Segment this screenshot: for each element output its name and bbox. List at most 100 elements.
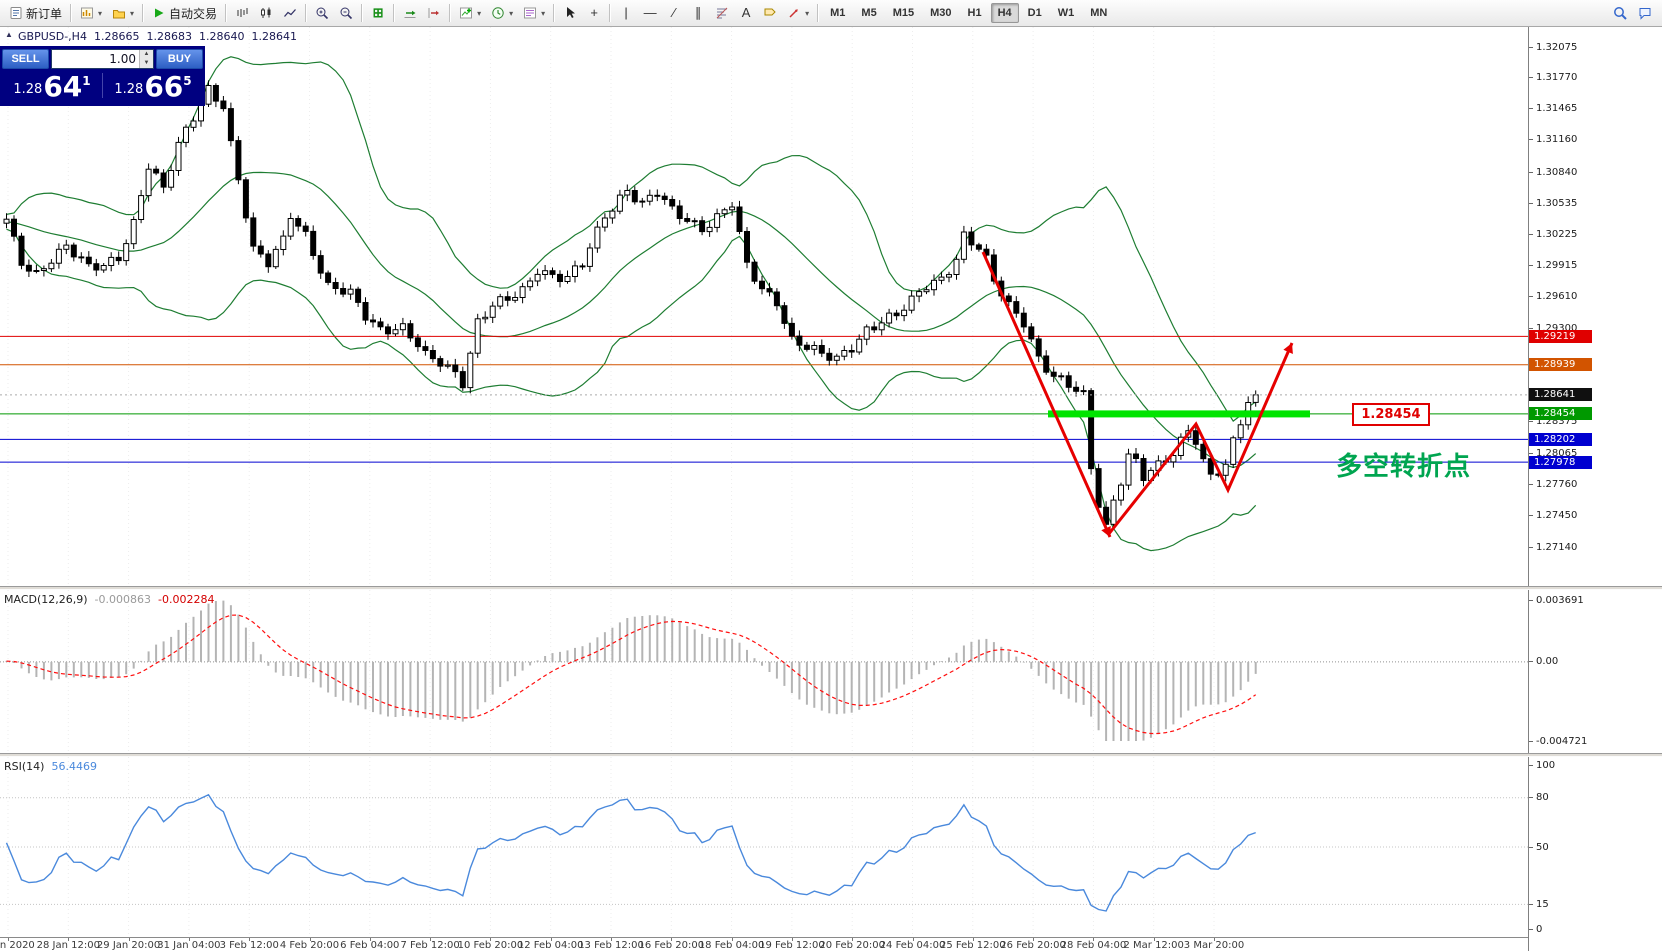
ohlc-close: 1.28641 xyxy=(251,30,297,43)
search-button[interactable] xyxy=(1608,2,1633,24)
auto-scroll-button[interactable] xyxy=(398,2,422,24)
volume-value[interactable]: 1.00 xyxy=(109,52,136,66)
chevron-down-icon: ▾ xyxy=(541,8,546,18)
rsi-axis-label: 80 xyxy=(1529,792,1549,804)
time-label: 12 Feb 04:00 xyxy=(517,940,584,951)
support-highlight-bar[interactable] xyxy=(1048,410,1310,418)
time-tick xyxy=(369,938,371,941)
one-click-trading-panel: SELL 1.00 ▲ ▼ BUY 1.28 64 1 xyxy=(0,46,205,106)
trendline-tool-button[interactable]: ∕ xyxy=(662,2,686,24)
bid-price[interactable]: 1.28 64 1 xyxy=(2,69,102,102)
buy-button[interactable]: BUY xyxy=(156,49,203,69)
periods-button[interactable]: ▾ xyxy=(486,2,518,24)
crosshair-tool-button[interactable]: + xyxy=(582,2,606,24)
time-tick xyxy=(1214,938,1215,941)
horizontal-line-icon: — xyxy=(643,5,657,20)
time-label: 10 Feb 20:00 xyxy=(457,940,524,951)
price-axis[interactable]: 1.32075 1.31770 1.31465 1.31160 1.30840 1.305… xyxy=(1528,27,1662,951)
timeframe-m15[interactable]: M15 xyxy=(886,3,921,23)
timeframe-mn[interactable]: MN xyxy=(1083,3,1114,23)
time-label: 3 Feb 12:00 xyxy=(219,940,279,951)
rsi-axis-label: 50 xyxy=(1529,841,1549,853)
timeframe-h1[interactable]: H1 xyxy=(961,3,989,23)
ask-price[interactable]: 1.28 66 5 xyxy=(103,69,203,102)
bollinger-band xyxy=(6,56,1257,422)
time-tick xyxy=(912,938,914,941)
ohlc-low: 1.28640 xyxy=(198,30,245,43)
price-tick-label: 1.28065 xyxy=(1528,447,1578,459)
time-tick xyxy=(249,938,251,941)
sell-button[interactable]: SELL xyxy=(2,49,49,69)
price-chart-canvas[interactable] xyxy=(0,27,1528,586)
timeframe-m1[interactable]: M1 xyxy=(823,3,852,23)
time-label: 4 Feb 20:00 xyxy=(279,940,340,951)
new-chart-button[interactable]: ▾ xyxy=(75,2,107,24)
trend-arrow[interactable] xyxy=(1106,342,1294,536)
pane-splitter[interactable] xyxy=(0,753,1662,757)
annotation-note: 多空转折点 xyxy=(1336,452,1472,482)
tile-windows-icon: ⊞ xyxy=(372,5,384,20)
price-tick-label: 1.31465 xyxy=(1528,103,1578,115)
autotrading-button[interactable]: 自动交易 xyxy=(147,2,222,24)
volume-increase-button[interactable]: ▲ xyxy=(140,50,153,59)
zoom-out-button[interactable] xyxy=(334,2,358,24)
candlestick-chart-button[interactable] xyxy=(254,2,278,24)
macd-zero-label: 0.00 xyxy=(1528,656,1559,668)
line-chart-icon xyxy=(284,9,297,17)
rsi-canvas[interactable] xyxy=(0,757,1528,937)
bar-chart-button[interactable] xyxy=(230,2,254,24)
templates-button[interactable]: ▾ xyxy=(518,2,550,24)
macd-pane[interactable]: MACD(12,26,9) -0.000863 -0.002284 xyxy=(0,590,1528,753)
toolbar-separator xyxy=(553,4,556,22)
text-tool-button[interactable]: A xyxy=(734,2,758,24)
fibonacci-tool-button[interactable] xyxy=(710,2,734,24)
horizontal-line-tool-button[interactable]: — xyxy=(638,2,662,24)
chevron-down-icon: ▾ xyxy=(509,8,514,18)
price-tick-label: 1.29610 xyxy=(1528,291,1578,303)
zoom-in-button[interactable] xyxy=(310,2,334,24)
cursor-tool-button[interactable] xyxy=(558,2,582,24)
chevron-down-icon: ▾ xyxy=(805,8,810,18)
channel-tool-button[interactable]: ∥ xyxy=(686,2,710,24)
timeframe-w1[interactable]: W1 xyxy=(1051,3,1082,23)
toolbar-separator xyxy=(393,4,396,22)
macd-canvas[interactable] xyxy=(0,590,1528,753)
chart-workspace: ▲ GBPUSD-,H4 1.28665 1.28683 1.28640 1.2… xyxy=(0,27,1662,951)
price-chart-pane[interactable]: ▲ GBPUSD-,H4 1.28665 1.28683 1.28640 1.2… xyxy=(0,27,1528,586)
chat-button[interactable] xyxy=(1633,2,1658,24)
new-order-button[interactable]: 新订单 xyxy=(4,2,67,24)
timeframe-d1[interactable]: D1 xyxy=(1021,3,1049,23)
trend-arrow[interactable] xyxy=(981,251,1112,538)
timeframe-h4[interactable]: H4 xyxy=(990,3,1019,23)
rsi-label: RSI(14) 56.4469 xyxy=(4,760,97,773)
volume-field[interactable]: 1.00 ▲ ▼ xyxy=(51,49,154,69)
trade-panel-prices: 1.28 64 1 1.28 66 5 xyxy=(2,69,203,102)
text-icon: A xyxy=(741,5,751,20)
vertical-line-tool-button[interactable]: | xyxy=(614,2,638,24)
time-label: 28 Jan 12:00 xyxy=(36,940,100,951)
vertical-line-icon: | xyxy=(624,5,628,20)
line-chart-button[interactable] xyxy=(278,2,302,24)
arrows-tool-button[interactable]: ▾ xyxy=(782,2,814,24)
pane-splitter[interactable] xyxy=(0,586,1662,590)
new-chart-icon xyxy=(81,7,94,19)
rsi-axis-label: 100 xyxy=(1528,759,1556,771)
price-tick-label: 1.30535 xyxy=(1528,197,1578,209)
tile-windows-button[interactable]: ⊞ xyxy=(366,2,390,24)
indicators-button[interactable]: ▾ xyxy=(454,2,486,24)
profiles-button[interactable]: ▾ xyxy=(107,2,139,24)
chart-shift-button[interactable] xyxy=(422,2,446,24)
time-label: 2 Mar 12:00 xyxy=(1123,940,1184,951)
timeframe-m5[interactable]: M5 xyxy=(854,3,883,23)
timeframe-m30[interactable]: M30 xyxy=(923,3,958,23)
collapse-trade-panel-icon[interactable]: ▲ xyxy=(5,30,13,39)
time-label: 7 Jan 2020 xyxy=(0,940,35,951)
rsi-pane[interactable]: RSI(14) 56.4469 xyxy=(0,757,1528,937)
macd-min-label: -0.004721 xyxy=(1528,735,1588,747)
macd-signal-value: -0.002284 xyxy=(158,593,215,606)
label-tool-button[interactable] xyxy=(758,2,782,24)
time-label: 16 Feb 20:00 xyxy=(638,940,705,951)
price-tag: 1.28939 xyxy=(1529,358,1592,372)
volume-decrease-button[interactable]: ▼ xyxy=(140,59,153,68)
